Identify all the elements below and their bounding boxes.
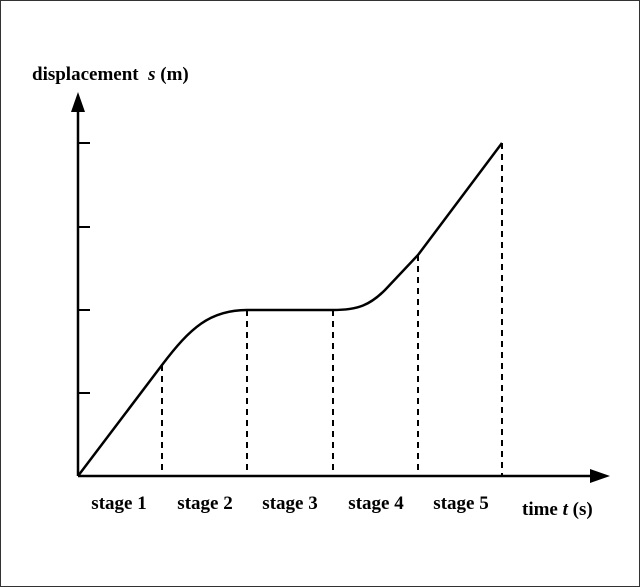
x-axis-arrow-icon [590, 469, 610, 483]
stage-label: stage 3 [262, 493, 317, 514]
displacement-curve [77, 142, 503, 477]
stage-label: stage 1 [91, 493, 146, 514]
stage-label: stage 4 [348, 493, 404, 514]
stage-label: stage 2 [177, 493, 232, 514]
y-axis-arrow-icon [71, 92, 85, 112]
stage-label: stage 5 [433, 493, 488, 514]
y-axis-label: displacement s (m) [32, 64, 189, 85]
x-axis-label: time t (s) [522, 499, 593, 520]
